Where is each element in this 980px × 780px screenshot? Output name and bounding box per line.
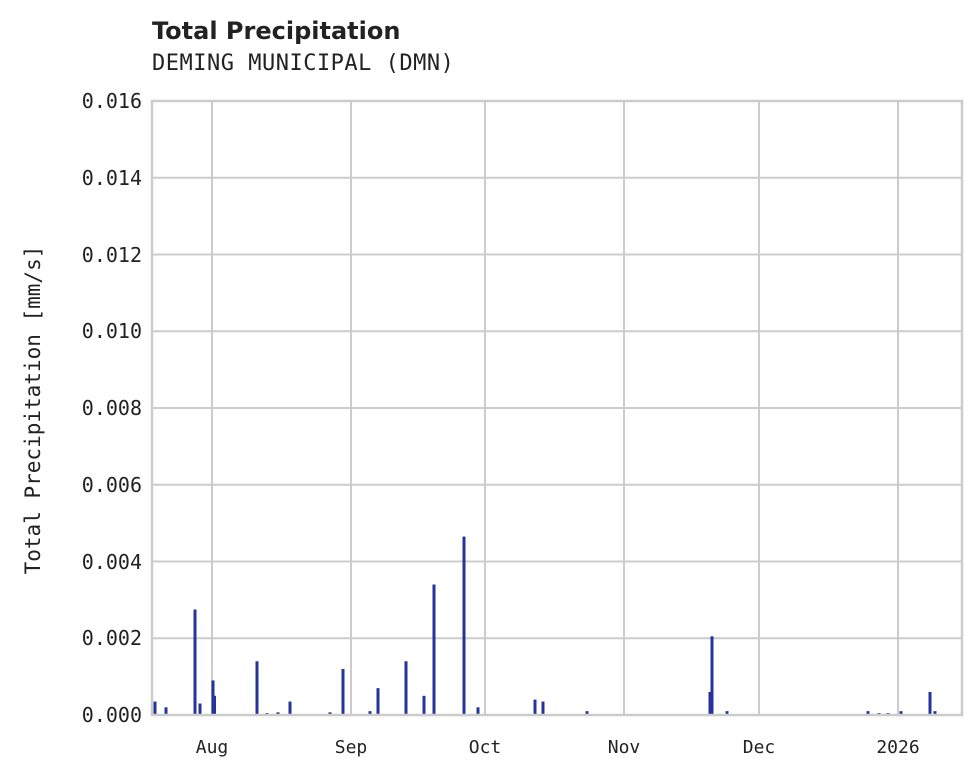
precipitation-bar (376, 688, 380, 715)
gridlines (152, 100, 962, 716)
y-tick-label: 0.006 (81, 472, 142, 497)
precipitation-bar (432, 584, 436, 715)
precipitation-bar (404, 661, 408, 715)
precipitation-bars (153, 536, 937, 715)
precipitation-bar (476, 707, 480, 715)
y-tick-label: 0.004 (81, 549, 142, 574)
precipitation-bar (933, 711, 937, 715)
precipitation-bar (198, 703, 202, 715)
y-tick-label: 0.012 (81, 242, 142, 267)
precipitation-bar (288, 701, 292, 715)
precipitation-bar (341, 668, 345, 715)
precipitation-bar (276, 712, 280, 715)
precipitation-bar (164, 707, 168, 715)
y-tick-label: 0.002 (81, 626, 142, 651)
precipitation-bar (213, 695, 216, 715)
precipitation-bar (585, 711, 589, 715)
precipitation-bar (725, 711, 729, 715)
precipitation-bar (153, 701, 157, 715)
precipitation-bar (899, 711, 903, 715)
precipitation-bar (533, 699, 537, 715)
precipitation-bar (708, 691, 712, 715)
precipitation-bar (422, 695, 426, 715)
x-tick-label: Oct (468, 737, 502, 758)
x-tick-label: 2026 (876, 737, 920, 758)
y-tick-label: 0.016 (81, 89, 142, 113)
plot-frame (150, 99, 964, 717)
chart-subtitle: DEMING MUNICIPAL (DMN) (152, 51, 455, 76)
precipitation-bar (193, 609, 197, 715)
y-tick-label: 0.010 (81, 319, 142, 344)
chart-title: Total Precipitation (152, 17, 401, 45)
precipitation-bar (866, 711, 870, 715)
precipitation-bar (710, 636, 714, 715)
x-tick-label: Dec (742, 737, 776, 758)
precipitation-bar (255, 661, 259, 715)
precipitation-bar (462, 536, 466, 715)
x-tick-label: Sep (334, 737, 368, 758)
y-tick-label: 0.008 (81, 396, 142, 420)
precipitation-bar (368, 711, 372, 715)
x-tick-label: Nov (607, 737, 641, 758)
precipitation-bar (541, 701, 545, 715)
y-tick-label: 0.000 (81, 703, 142, 727)
y-tick-label: 0.014 (81, 165, 142, 190)
x-tick-label: Aug (195, 737, 229, 758)
precipitation-bar (328, 712, 332, 715)
precipitation-bar (928, 691, 932, 715)
